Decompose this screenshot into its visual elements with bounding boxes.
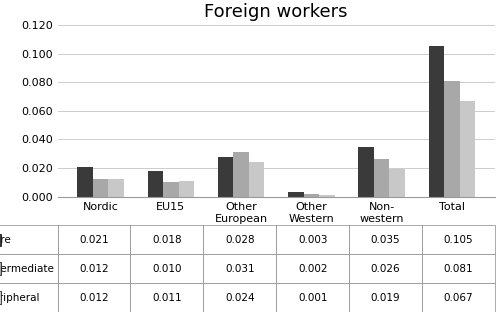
Bar (390, 169, 405, 197)
Bar (460, 101, 475, 197)
Bar (374, 159, 390, 197)
Title: Foreign workers: Foreign workers (204, 2, 348, 21)
Bar (288, 192, 304, 197)
Bar (234, 152, 249, 197)
Bar (218, 157, 234, 197)
Bar (163, 182, 178, 197)
Bar (304, 194, 319, 197)
Bar (428, 46, 444, 197)
Bar (444, 81, 460, 197)
Bar (148, 171, 163, 197)
Bar (178, 181, 194, 197)
Bar (93, 179, 108, 197)
Bar (78, 167, 93, 197)
Bar (108, 179, 124, 197)
Bar (358, 147, 374, 197)
Bar (249, 162, 264, 197)
Bar (319, 195, 334, 197)
